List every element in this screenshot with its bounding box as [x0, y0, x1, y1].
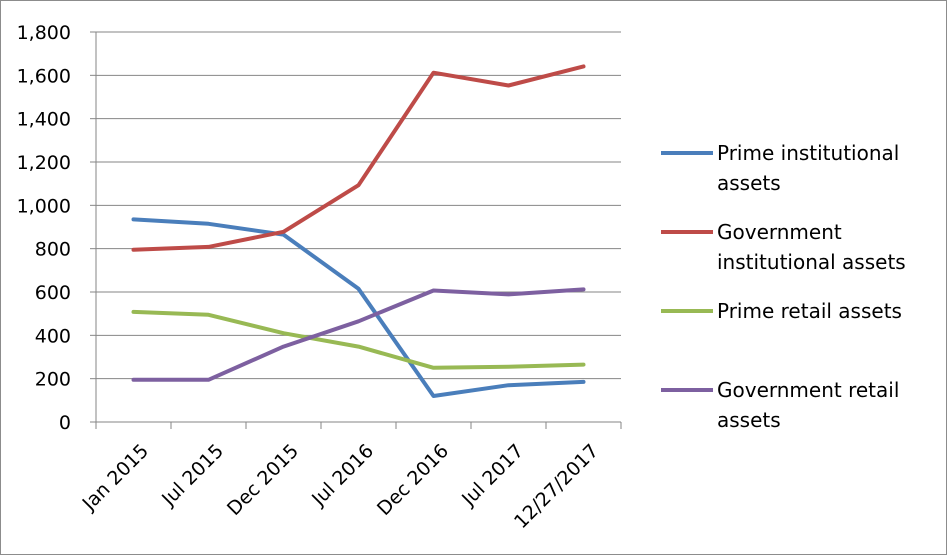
series-line [131, 64, 586, 252]
gridlines [96, 31, 621, 380]
x-tick-label: Jul 2015 [157, 440, 228, 511]
legend-label: Government retail [717, 378, 899, 402]
x-tick-label: Dec 2016 [373, 440, 453, 520]
y-tick-label: 1,800 [17, 22, 71, 44]
y-tick-label: 0 [59, 412, 71, 434]
series-line [131, 309, 586, 370]
legend-label: assets [717, 408, 781, 432]
axes [90, 31, 622, 429]
y-tick-label: 1,000 [17, 195, 71, 217]
y-tick-label: 400 [35, 325, 71, 347]
series-line [131, 287, 586, 382]
x-tick-label: Jul 2016 [307, 440, 378, 511]
x-tick-label: Dec 2015 [223, 440, 303, 520]
legend: Prime institutional assets Government insti… [661, 141, 906, 432]
legend-label: Government [717, 220, 842, 244]
series-lines [131, 64, 586, 398]
axis-tick-labels: 0 200 400 600 800 1,000 1,200 1,400 1,600 1,800 Ja… [17, 22, 603, 533]
x-tick-label: Jan 2015 [78, 440, 153, 515]
y-tick-label: 1,200 [17, 152, 71, 174]
y-tick-label: 1,400 [17, 109, 71, 131]
y-tick-label: 1,600 [17, 65, 71, 87]
y-tick-label: 200 [35, 369, 71, 391]
legend-label: Prime retail assets [717, 299, 902, 323]
legend-label: institutional assets [717, 250, 906, 274]
series-line [131, 217, 586, 398]
y-tick-label: 800 [35, 239, 71, 261]
y-tick-label: 600 [35, 282, 71, 304]
x-tick-label: Jul 2017 [457, 440, 528, 511]
legend-label: Prime institutional [717, 141, 899, 165]
legend-label: assets [717, 171, 781, 195]
